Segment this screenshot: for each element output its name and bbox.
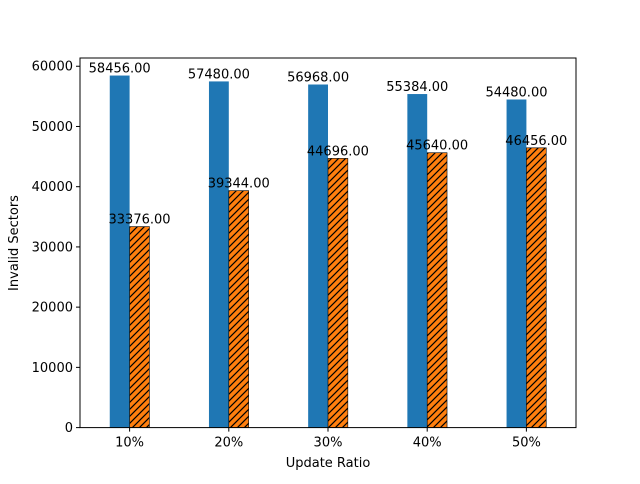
y-tick-label-4: 40000 [32, 180, 73, 195]
data-label-series1-3: 56968.00 [287, 71, 349, 86]
bar-series2-4 [427, 152, 448, 428]
y-tick-label-6: 60000 [32, 60, 73, 75]
bar-series2-1 [129, 226, 150, 428]
bar-series1-1 [109, 75, 130, 428]
data-labels-layer: 58456.00 57480.00 56968.00 55384.00 54480.00… [89, 62, 568, 228]
x-tick-label-2: 30% [314, 436, 343, 451]
data-label-series1-5: 54480.00 [485, 85, 547, 100]
y-tick-label-5: 50000 [32, 120, 73, 135]
data-label-series2-4: 45640.00 [406, 139, 468, 154]
y-axis-label: Invalid Sectors [7, 195, 22, 291]
data-label-series2-2: 39344.00 [208, 177, 270, 192]
x-axis-label: Update Ratio [286, 456, 371, 471]
x-tick-label-3: 40% [413, 436, 442, 451]
bar-series2-2 [228, 190, 249, 428]
data-label-series2-3: 44696.00 [307, 144, 369, 159]
bar-series1-5 [506, 99, 527, 428]
bar-series1-3 [308, 84, 328, 428]
data-label-series1-2: 57480.00 [188, 67, 250, 82]
x-tick-label-1: 20% [214, 436, 243, 451]
y-tick-label-1: 10000 [32, 361, 73, 376]
x-tick-label-0: 10% [115, 436, 144, 451]
x-axis: 10% 20% 30% 40% 50% [115, 427, 541, 451]
bar-series1-2 [208, 81, 229, 428]
bars-layer [109, 75, 547, 428]
bar-series1-4 [407, 94, 428, 428]
data-label-series1-1: 58456.00 [89, 62, 151, 77]
bar-series2-5 [526, 147, 547, 428]
x-tick-label-4: 50% [512, 436, 541, 451]
bar-series2-3 [328, 158, 348, 428]
y-axis: 0 10000 20000 30000 40000 50000 60000 [32, 60, 80, 436]
data-label-series2-5: 46456.00 [505, 134, 567, 149]
data-label-series2-1: 33376.00 [109, 213, 171, 228]
y-tick-label-3: 30000 [32, 240, 73, 255]
data-label-series1-4: 55384.00 [386, 80, 448, 95]
y-tick-label-2: 20000 [32, 301, 73, 316]
y-tick-label-0: 0 [65, 421, 73, 436]
